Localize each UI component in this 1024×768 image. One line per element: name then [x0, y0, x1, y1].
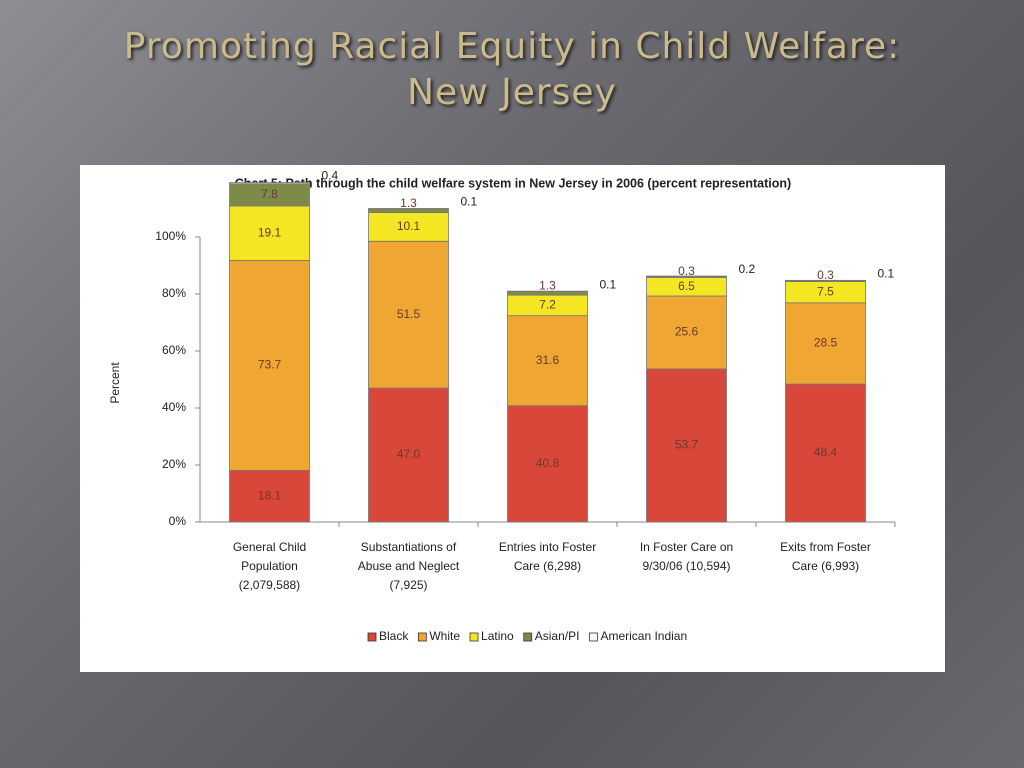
- bar-segment: [507, 405, 588, 523]
- bar-segment: [368, 240, 449, 389]
- value-label: 1.3: [539, 279, 556, 293]
- legend-swatch: [589, 632, 598, 642]
- value-label: 0.3: [678, 264, 695, 278]
- value-label: 19.1: [258, 225, 282, 239]
- value-label: 51.5: [397, 307, 421, 321]
- x-tick-label: Population: [241, 559, 298, 573]
- legend-label: Latino: [481, 629, 514, 643]
- value-label: 0.3: [817, 268, 834, 282]
- value-label: 73.7: [258, 358, 282, 372]
- bar-segment: [368, 212, 449, 242]
- legend-swatch: [367, 632, 377, 642]
- value-label: 0.1: [461, 195, 478, 209]
- value-label: 25.6: [675, 325, 699, 339]
- x-tick-label: Care (6,298): [514, 559, 581, 573]
- value-label: 40.8: [536, 456, 560, 470]
- bar-segment: [646, 368, 727, 523]
- bar-segment: [507, 315, 588, 407]
- chart-panel: Chart 5: Path through the child welfare …: [80, 165, 945, 672]
- value-label: 53.7: [675, 438, 699, 452]
- value-label: 7.2: [539, 298, 556, 312]
- x-tick-label: Care (6,993): [792, 559, 859, 573]
- bar-segment: [229, 259, 310, 471]
- chart-title: Chart 5: Path through the child welfare …: [235, 176, 791, 190]
- chart: Chart 5: Path through the child welfare …: [108, 169, 896, 643]
- x-tick-label: Substantiations of: [361, 540, 457, 554]
- value-label: 47.0: [397, 447, 421, 461]
- title-line: New Jersey: [407, 72, 617, 113]
- legend-label: White: [429, 629, 460, 643]
- legend-label: Black: [379, 629, 409, 643]
- bar-segment: [229, 182, 310, 185]
- bar-segment: [785, 383, 866, 523]
- title-line: Promoting Racial Equity in Child Welfare…: [123, 26, 901, 67]
- x-tick-label: (2,079,588): [239, 578, 300, 592]
- value-label: 0.2: [739, 262, 756, 276]
- y-tick-label: 40%: [162, 400, 186, 414]
- value-label: 7.5: [817, 284, 834, 298]
- legend-swatch: [469, 632, 479, 642]
- value-label: 6.5: [678, 279, 695, 293]
- x-tick-label: Abuse and Neglect: [358, 559, 460, 573]
- x-tick-label: 9/30/06 (10,594): [642, 559, 730, 573]
- bar-segment: [229, 205, 310, 261]
- value-label: 0.4: [322, 169, 339, 183]
- y-tick-label: 60%: [162, 343, 186, 357]
- value-label: 0.1: [878, 266, 895, 280]
- x-tick-label: Entries into Foster: [499, 540, 596, 554]
- value-label: 18.1: [258, 488, 282, 502]
- bar-segment: [646, 295, 727, 370]
- legend-label: American Indian: [600, 629, 687, 643]
- bar-segment: [646, 275, 727, 278]
- y-tick-label: 100%: [155, 229, 186, 243]
- value-label: 1.3: [400, 196, 417, 210]
- y-tick-label: 80%: [162, 286, 186, 300]
- legend-swatch: [417, 632, 427, 642]
- bar-segment: [229, 470, 310, 523]
- value-label: 10.1: [397, 219, 421, 233]
- value-label: 0.1: [600, 277, 617, 291]
- bar-segment: [785, 302, 866, 385]
- y-axis-label: Percent: [108, 362, 122, 404]
- x-tick-label: (7,925): [389, 578, 427, 592]
- x-tick-label: General Child: [233, 540, 306, 554]
- y-tick-label: 20%: [162, 457, 186, 471]
- value-label: 31.6: [536, 353, 560, 367]
- legend-swatch: [523, 632, 533, 642]
- legend-label: Asian/PI: [535, 629, 580, 643]
- y-tick-label: 0%: [169, 514, 187, 528]
- value-label: 7.8: [261, 187, 278, 201]
- x-tick-label: Exits from Foster: [780, 540, 871, 554]
- value-label: 48.4: [814, 445, 838, 459]
- bar-segment: [368, 387, 449, 523]
- value-label: 28.5: [814, 336, 838, 350]
- slide-title: Promoting Racial Equity in Child Welfare…: [0, 24, 1024, 116]
- x-tick-label: In Foster Care on: [640, 540, 733, 554]
